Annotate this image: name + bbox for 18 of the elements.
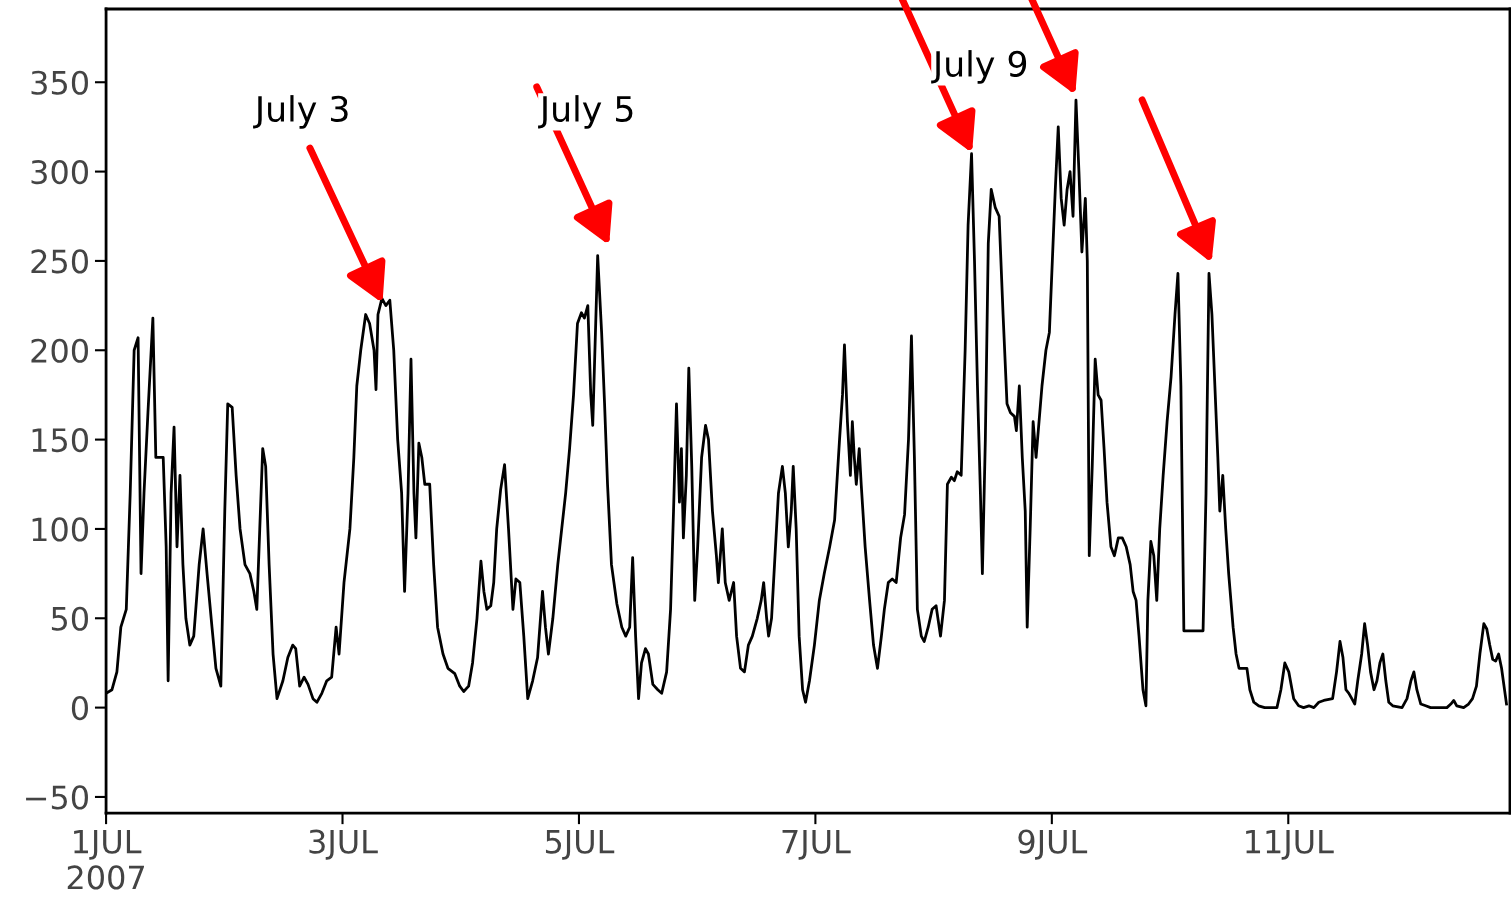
x-tick-label: 9JUL bbox=[1018, 829, 1088, 860]
y-tick-label: 0 bbox=[71, 696, 88, 721]
y-tick-label: 300 bbox=[31, 160, 88, 185]
x-tick-label: 5JUL bbox=[545, 829, 615, 860]
x-tick-label: 11JUL bbox=[1246, 829, 1334, 860]
x-tick-label: 7JUL bbox=[782, 829, 851, 860]
x-tick-label: 3JUL bbox=[309, 829, 378, 860]
y-tick-label: −50 bbox=[26, 785, 88, 810]
y-tick-label: 200 bbox=[31, 338, 88, 363]
annotation: July 3 bbox=[253, 95, 348, 129]
annotation: July 9 bbox=[931, 50, 1027, 84]
y-tick-label: 250 bbox=[31, 249, 88, 274]
annotation: July 5 bbox=[538, 95, 633, 129]
x-tick-label: 1JUL 2007 bbox=[67, 829, 144, 890]
y-tick-label: 50 bbox=[51, 606, 88, 631]
y-tick-label: 150 bbox=[32, 428, 88, 453]
y-tick-label: 350 bbox=[31, 70, 88, 95]
y-tick-label: 100 bbox=[32, 517, 88, 542]
